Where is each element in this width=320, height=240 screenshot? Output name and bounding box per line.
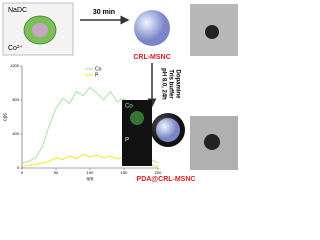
tem-particle bbox=[204, 134, 220, 150]
step2: Tris buffer bbox=[167, 69, 173, 99]
sphere bbox=[134, 10, 170, 46]
x-tick-label: 100 bbox=[87, 170, 94, 175]
legend-label: Co bbox=[95, 66, 102, 72]
product2: PDA@CRL-MSNC bbox=[137, 176, 196, 183]
figure: NaDC Co²⁺ 30 min CRL-MSNC Dopamine Tris … bbox=[2, 2, 238, 183]
y-tick-label: 800 bbox=[12, 97, 19, 102]
step2: pH 8.0, 24h bbox=[160, 68, 166, 100]
inset-map bbox=[130, 111, 144, 125]
y-tick-label: 1200 bbox=[10, 63, 20, 68]
x-axis-label: nm bbox=[87, 176, 94, 182]
product1: CRL-MSNC bbox=[133, 54, 170, 61]
x-tick-label: 0 bbox=[21, 170, 24, 175]
enzyme-core bbox=[32, 23, 48, 37]
y-tick-label: 400 bbox=[12, 131, 19, 136]
sphere-core bbox=[156, 118, 180, 142]
x-tick-label: 150 bbox=[121, 170, 128, 175]
inset-image bbox=[122, 100, 152, 166]
tem-particle bbox=[205, 25, 219, 39]
inset-label: Co bbox=[125, 104, 133, 110]
legend-label: P bbox=[95, 72, 99, 78]
x-tick-label: 200 bbox=[155, 170, 162, 175]
ion-label: Co²⁺ bbox=[8, 45, 23, 52]
precursor-label: NaDC bbox=[8, 7, 27, 14]
inset-label: P bbox=[125, 138, 129, 144]
x-tick-label: 50 bbox=[54, 170, 59, 175]
step1: 30 min bbox=[93, 9, 115, 16]
y-axis-label: cps bbox=[2, 113, 8, 121]
y-tick-label: 0 bbox=[17, 165, 20, 170]
step2: Dopamine bbox=[174, 69, 180, 99]
